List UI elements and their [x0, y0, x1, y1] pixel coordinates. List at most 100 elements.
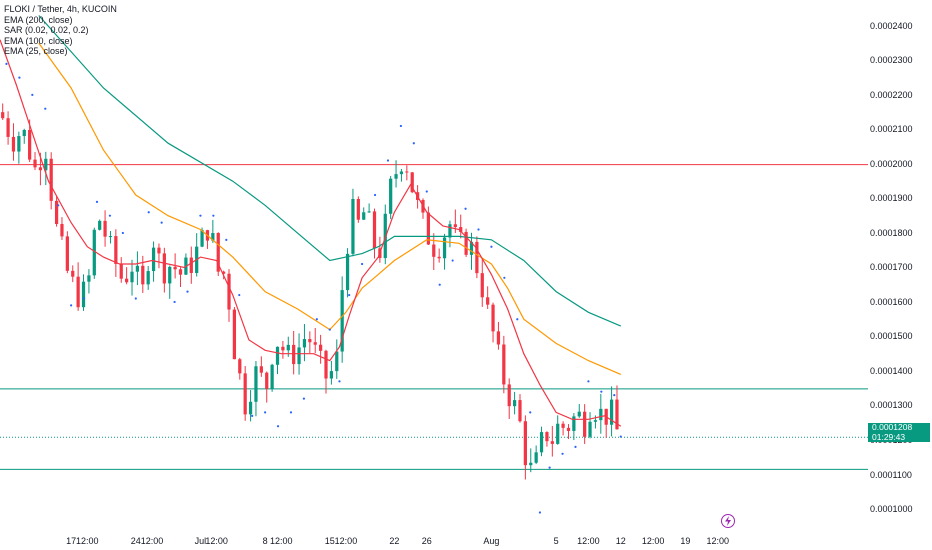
- candle-body: [308, 339, 312, 343]
- candle-body: [572, 416, 576, 431]
- candle-body: [54, 200, 59, 225]
- candle-body: [502, 344, 506, 385]
- bar-countdown: 01:29:43: [872, 431, 906, 442]
- candle-body: [599, 408, 603, 421]
- sar-dot: [328, 328, 331, 331]
- candle-body: [49, 158, 53, 201]
- price-tick-label: 0.0001700: [870, 262, 913, 273]
- price-tick-label: 0.0001500: [870, 331, 913, 342]
- candle-body: [609, 399, 614, 425]
- candle-body: [448, 224, 452, 238]
- sar-dot: [574, 445, 577, 449]
- candle-body: [33, 159, 37, 168]
- time-tick-label: 17: [66, 536, 77, 546]
- candle-body: [459, 227, 463, 232]
- candle-body: [275, 346, 280, 365]
- sar-dot: [289, 411, 293, 414]
- candle-body: [556, 423, 560, 444]
- time-tick-label: 12:00: [641, 536, 665, 546]
- sar-dot: [82, 297, 86, 300]
- legend-ema100[interactable]: EMA (100, close): [4, 35, 73, 46]
- candle-body: [588, 421, 592, 437]
- candle-body: [98, 220, 102, 230]
- time-tick-label: 12:00: [270, 536, 293, 546]
- candle-body: [114, 236, 118, 264]
- sar-dot: [276, 425, 280, 428]
- price-tick-label: 0.0001400: [870, 365, 913, 376]
- candle-body: [437, 256, 441, 259]
- sar-dot: [438, 283, 441, 286]
- time-tick-label: 15: [324, 536, 335, 546]
- candle-body: [141, 265, 145, 285]
- series-line-ema-100-close-: [38, 42, 622, 375]
- candle-body: [318, 344, 323, 351]
- legend-ema200[interactable]: EMA (200, close): [4, 14, 73, 25]
- candle-body: [22, 129, 26, 137]
- candle-body: [367, 211, 371, 213]
- price-tick-label: 0.0002100: [870, 124, 913, 135]
- candle-body: [335, 351, 339, 372]
- time-tick-label: 12:00: [140, 536, 164, 546]
- sar-dots: [5, 62, 622, 514]
- legend-ema25[interactable]: EMA (25, close): [4, 46, 68, 56]
- candle-body: [216, 233, 220, 272]
- sar-dot: [108, 214, 112, 217]
- sar-dot: [186, 290, 189, 293]
- price-tick-label: 0.0001900: [870, 193, 913, 204]
- candle-body: [512, 400, 517, 407]
- horizontal-lines: [0, 164, 868, 470]
- price-tick-label: 0.0002200: [870, 89, 913, 100]
- time-tick-label: 5: [553, 536, 559, 546]
- series-line-ema-200-close-: [38, 15, 622, 327]
- time-tick-label: 24: [130, 536, 141, 546]
- candle-body: [108, 236, 113, 238]
- candle-body: [523, 421, 527, 466]
- candle-body: [491, 304, 495, 332]
- series-line-ema-25-close-: [0, 39, 622, 427]
- legend-title: FLOKI / Tether, 4h, KUCOIN: [4, 4, 117, 14]
- candle-body: [593, 420, 598, 422]
- candle-body: [17, 136, 21, 152]
- sar-dot: [490, 245, 493, 248]
- sar-dot: [619, 435, 622, 438]
- sar-dot: [464, 207, 467, 210]
- candle-body: [313, 342, 317, 345]
- sar-dot: [5, 62, 8, 65]
- sar-dot: [386, 159, 390, 162]
- sar-dot: [315, 318, 318, 321]
- candle-body: [76, 276, 80, 308]
- last-price-value: 0.0001208: [872, 422, 913, 432]
- candle-body: [297, 347, 301, 365]
- candle-body: [119, 263, 123, 279]
- candle-body: [151, 247, 156, 272]
- candle-body: [92, 229, 96, 276]
- candle-body: [389, 178, 393, 214]
- candle-body: [340, 290, 344, 352]
- sar-dot: [529, 411, 532, 414]
- candle-body: [168, 266, 172, 284]
- lightning-bolt-icon[interactable]: [721, 514, 735, 528]
- time-tick-label: 26: [421, 536, 432, 546]
- candle-body: [87, 275, 91, 282]
- time-tick-label: Jul: [194, 536, 207, 546]
- sar-dot: [147, 211, 150, 214]
- candle-body: [351, 198, 355, 254]
- sar-dot: [251, 414, 254, 417]
- price-tick-label: 0.0001600: [870, 296, 913, 307]
- candle-body: [1, 112, 5, 119]
- candle-body: [426, 212, 430, 245]
- candle-body: [286, 344, 290, 351]
- candle-body: [44, 158, 48, 171]
- candle-body: [464, 231, 468, 255]
- candle-body: [11, 136, 16, 152]
- sar-dot: [31, 93, 34, 97]
- price-tick-label: 0.0001300: [870, 400, 913, 411]
- sar-dot: [212, 214, 215, 217]
- candle-body: [189, 257, 193, 273]
- legend-sar[interactable]: SAR (0.02, 0.02, 0.2): [4, 25, 89, 35]
- time-tick-label: 19: [680, 536, 691, 546]
- sar-dot: [173, 300, 176, 304]
- time-tick-label: 12:00: [334, 536, 358, 546]
- candle-body: [561, 423, 565, 428]
